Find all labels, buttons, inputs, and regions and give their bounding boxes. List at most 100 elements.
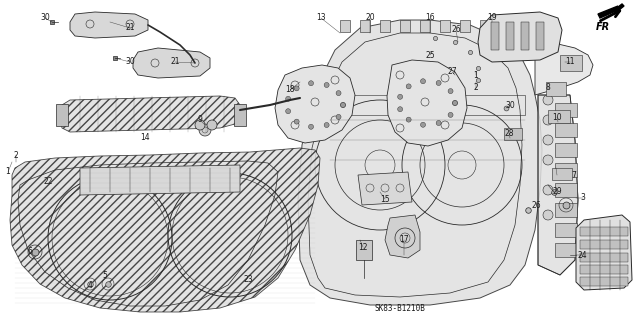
Bar (548, 110, 570, 123)
Text: 23: 23 (243, 276, 253, 285)
Circle shape (436, 80, 441, 85)
Circle shape (294, 119, 299, 124)
Polygon shape (60, 96, 240, 132)
Circle shape (324, 122, 329, 128)
Bar (555, 143, 577, 157)
Text: 21: 21 (125, 24, 135, 33)
Text: 20: 20 (365, 13, 375, 23)
Polygon shape (535, 42, 593, 95)
Circle shape (207, 120, 217, 130)
Bar (234, 104, 246, 126)
Text: 5: 5 (102, 271, 108, 279)
Polygon shape (298, 20, 542, 305)
Circle shape (285, 96, 291, 101)
Bar (500, 20, 510, 32)
Text: 10: 10 (552, 113, 562, 122)
Text: 2: 2 (474, 84, 478, 93)
Bar (555, 103, 577, 117)
Bar (480, 20, 490, 32)
Circle shape (420, 79, 426, 84)
Text: 3: 3 (580, 194, 586, 203)
Bar (555, 123, 577, 137)
Polygon shape (70, 12, 148, 38)
Polygon shape (598, 4, 624, 18)
Text: 8: 8 (546, 84, 550, 93)
Bar (555, 223, 577, 237)
Text: 9: 9 (198, 115, 202, 124)
Circle shape (324, 83, 329, 87)
Text: 7: 7 (572, 170, 577, 180)
Bar (56, 104, 68, 126)
Bar (506, 22, 514, 50)
Polygon shape (478, 12, 562, 62)
Bar (360, 20, 370, 32)
Circle shape (448, 89, 453, 93)
Circle shape (448, 112, 453, 117)
Circle shape (436, 121, 441, 125)
Circle shape (308, 124, 314, 129)
Circle shape (543, 185, 553, 195)
Circle shape (543, 135, 553, 145)
Text: 12: 12 (358, 242, 368, 251)
Circle shape (285, 109, 291, 114)
Polygon shape (358, 172, 412, 205)
Bar (560, 55, 582, 71)
Polygon shape (275, 65, 355, 143)
Bar (580, 253, 628, 262)
Text: FR: FR (596, 22, 610, 32)
Text: 27: 27 (447, 68, 457, 77)
Circle shape (336, 115, 341, 119)
Polygon shape (133, 48, 210, 78)
Circle shape (543, 95, 553, 105)
Text: 14: 14 (140, 133, 150, 143)
Text: 22: 22 (44, 177, 52, 187)
Circle shape (406, 117, 411, 122)
Circle shape (308, 81, 314, 86)
Text: 1: 1 (474, 70, 478, 79)
Text: 28: 28 (504, 129, 514, 137)
Text: 24: 24 (577, 250, 587, 259)
Text: 30: 30 (505, 100, 515, 109)
Bar (580, 277, 628, 286)
Text: 26: 26 (451, 26, 461, 34)
Text: 1: 1 (6, 167, 10, 176)
Bar (552, 168, 572, 180)
Circle shape (452, 100, 458, 106)
Circle shape (199, 124, 211, 136)
Bar (400, 20, 410, 32)
Text: 30: 30 (125, 57, 135, 66)
Text: 11: 11 (565, 57, 575, 66)
Circle shape (340, 102, 346, 108)
Bar (546, 82, 566, 96)
Bar (580, 240, 628, 249)
Bar (555, 243, 577, 257)
Bar (440, 20, 450, 32)
Text: 30: 30 (40, 13, 50, 23)
Polygon shape (576, 215, 632, 290)
Text: 18: 18 (285, 85, 295, 94)
Bar (580, 227, 628, 236)
Polygon shape (538, 95, 578, 275)
Bar (380, 20, 390, 32)
Text: 26: 26 (531, 201, 541, 210)
Bar (491, 22, 499, 50)
Text: 2: 2 (13, 151, 19, 160)
Text: 6: 6 (28, 248, 33, 256)
Polygon shape (80, 165, 240, 195)
Text: 4: 4 (88, 281, 92, 291)
Text: 25: 25 (425, 50, 435, 60)
Circle shape (420, 122, 426, 127)
Polygon shape (387, 60, 467, 146)
Bar (555, 163, 577, 177)
Bar (356, 240, 372, 260)
Text: 16: 16 (425, 13, 435, 23)
Circle shape (340, 102, 346, 108)
Circle shape (543, 115, 553, 125)
Bar (536, 22, 544, 50)
Bar (580, 265, 628, 274)
Circle shape (195, 120, 205, 130)
Text: 19: 19 (487, 13, 497, 23)
Circle shape (336, 91, 341, 96)
Circle shape (397, 94, 403, 99)
Circle shape (543, 210, 553, 220)
